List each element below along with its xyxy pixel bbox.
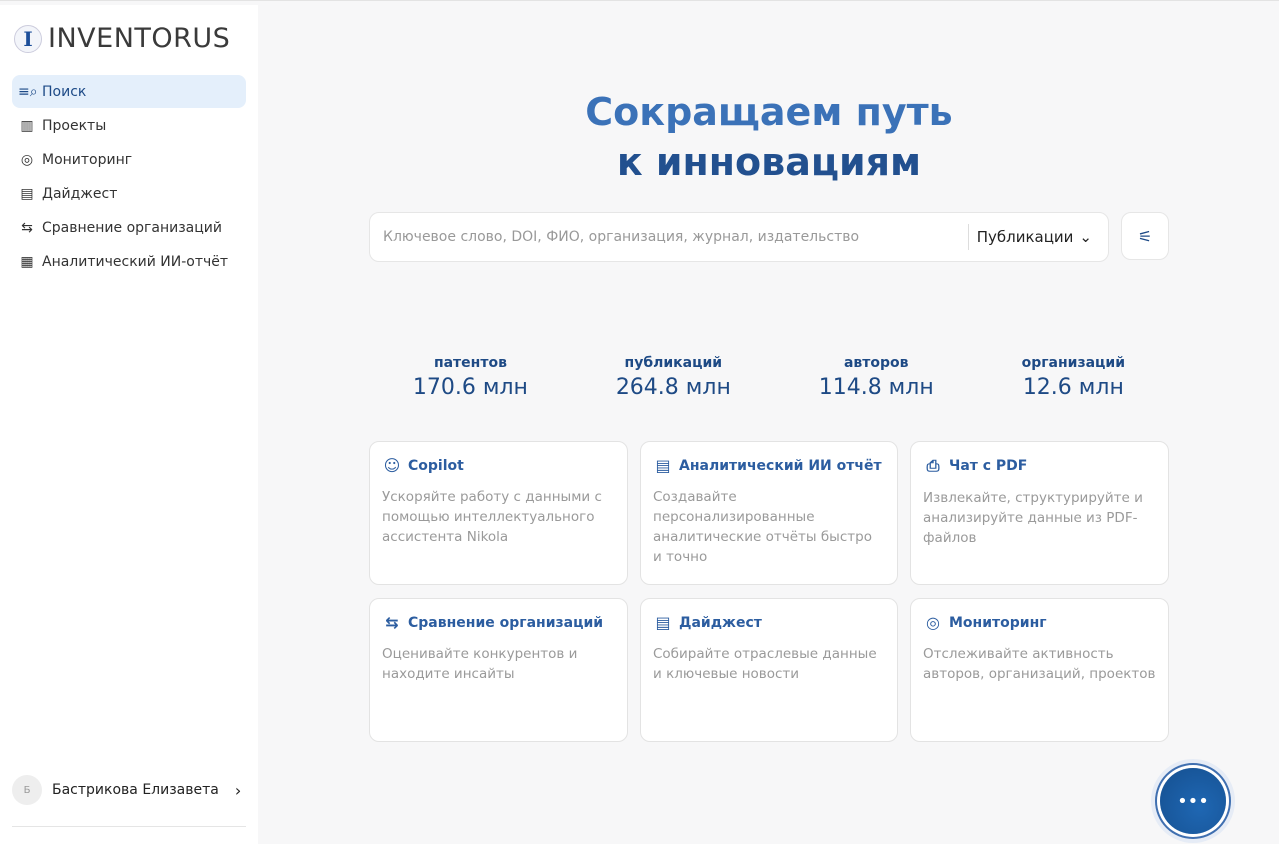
title-line-2: к инновациям <box>616 140 922 184</box>
stat-value: 12.6 млн <box>1022 375 1124 400</box>
card-description: Создавайте персонализированные аналитиче… <box>653 489 872 565</box>
card-title: Аналитический ИИ отчёт <box>679 457 882 474</box>
sidebar: I INVENTORUS ≡⌕ Поиск ▥ Проекты ◎ Мониторинг ▤… <box>0 5 258 844</box>
card-description: Оценивайте конкурентов и находите инсайт… <box>382 646 578 682</box>
logo[interactable]: I INVENTORUS <box>14 23 230 54</box>
sidebar-item-label: Сравнение организаций <box>42 219 222 236</box>
compare-arrows-icon: ⇆ <box>385 613 399 632</box>
stat-item: организаций 12.6 млн <box>1022 355 1125 400</box>
books-icon: ▥ <box>20 117 34 134</box>
feature-cards: ☺ Copilot Ускоряйте работу с данными с пом… <box>369 441 1169 742</box>
chevron-down-icon: ⌄ <box>1079 228 1092 246</box>
stat-label: организаций <box>1021 355 1126 371</box>
filter-settings-button[interactable]: ⚟ <box>1121 212 1169 260</box>
sidebar-item-label: Проекты <box>42 117 107 134</box>
monitoring-icon: ◎ <box>926 613 940 632</box>
stat-value: 170.6 млн <box>412 375 528 400</box>
sliders-icon: ⚟ <box>1137 226 1153 246</box>
card-title: Чат с PDF <box>949 458 1028 474</box>
ai-report-icon: ▤ <box>655 456 671 475</box>
card-title: Сравнение организаций <box>408 614 604 631</box>
search-type-value: Публикации <box>976 228 1074 246</box>
feature-card[interactable]: ◎ Мониторинг Отслеживайте активность автор… <box>910 598 1169 742</box>
feature-card[interactable]: ▤ Аналитический ИИ отчёт Создавайте персон… <box>640 441 898 585</box>
search-list-icon: ≡⌕ <box>18 83 38 100</box>
card-description: Собирайте отраслевые данные и ключевые н… <box>653 646 877 682</box>
digest-icon: ▤ <box>655 613 671 632</box>
pdf-chat-icon: ⎙ <box>926 456 940 475</box>
stat-item: авторов 114.8 млн <box>819 355 934 400</box>
search-bar: Публикации ⌄ <box>369 212 1109 262</box>
user-name: Бастрикова Елизавета <box>52 782 219 798</box>
sidebar-item-label: Аналитический ИИ-отчёт <box>42 253 229 270</box>
avatar: Б <box>12 775 42 805</box>
copilot-icon: ☺ <box>383 456 401 475</box>
monitoring-icon: ◎ <box>20 151 34 168</box>
sidebar-item-3[interactable]: ▤ Дайджест <box>12 177 246 210</box>
stat-value: 114.8 млн <box>818 375 934 400</box>
sidebar-item-4[interactable]: ⇆ Сравнение организаций <box>12 211 246 244</box>
sidebar-item-label: Поиск <box>42 83 87 100</box>
stats: патентов 170.6 млн публикаций 264.8 млн авто… <box>369 355 1169 400</box>
divider <box>12 826 246 827</box>
feature-card[interactable]: ⇆ Сравнение организаций Оценивайте конкуре… <box>369 598 628 742</box>
title-line-1: Сокращаем путь <box>585 90 953 134</box>
sidebar-item-1[interactable]: ▥ Проекты <box>12 109 246 142</box>
stat-item: публикаций 264.8 млн <box>616 355 731 400</box>
dots-icon: ••• <box>1177 790 1209 812</box>
card-description: Извлекайте, структурируйте и анализируйт… <box>923 490 1143 546</box>
assistant-chat-button[interactable]: ••• <box>1160 768 1226 834</box>
card-description: Ускоряйте работу с данными с помощью инт… <box>382 489 602 545</box>
sidebar-item-label: Мониторинг <box>42 151 133 168</box>
card-description: Отслеживайте активность авторов, организ… <box>923 646 1156 682</box>
feature-card[interactable]: ▤ Дайджест Собирайте отраслевые данные и к… <box>640 598 898 742</box>
digest-icon: ▤ <box>20 185 34 202</box>
compare-arrows-icon: ⇆ <box>21 219 33 236</box>
search-type-dropdown[interactable]: Публикации ⌄ <box>967 224 1108 250</box>
stat-item: патентов 170.6 млн <box>413 355 528 400</box>
sidebar-nav: ≡⌕ Поиск ▥ Проекты ◎ Мониторинг ▤ Дайджест ⇆ Срав… <box>12 75 246 279</box>
app-name: INVENTORUS <box>48 23 231 54</box>
logo-icon: I <box>14 24 42 53</box>
sidebar-item-label: Дайджест <box>42 185 118 202</box>
stat-value: 264.8 млн <box>615 375 731 400</box>
sidebar-item-5[interactable]: ▦ Аналитический ИИ-отчёт <box>12 245 246 278</box>
feature-card[interactable]: ⎙ Чат с PDF Извлекайте, структурируйте и а… <box>910 441 1169 585</box>
card-title: Дайджест <box>679 614 762 631</box>
chart-report-icon: ▦ <box>20 253 34 270</box>
card-title: Мониторинг <box>949 614 1047 631</box>
stat-label: авторов <box>843 355 909 371</box>
stat-label: патентов <box>433 355 507 371</box>
user-profile-button[interactable]: Б Бастрикова Елизавета › <box>12 775 241 805</box>
sidebar-item-2[interactable]: ◎ Мониторинг <box>12 143 246 176</box>
chevron-right-icon: › <box>234 780 242 800</box>
search-input[interactable] <box>370 229 968 245</box>
stat-label: публикаций <box>624 355 723 371</box>
feature-card[interactable]: ☺ Copilot Ускоряйте работу с данными с пом… <box>369 441 628 585</box>
sidebar-item-0[interactable]: ≡⌕ Поиск <box>12 75 246 108</box>
page-title: Сокращаем путь к инновациям <box>369 87 1169 187</box>
card-title: Copilot <box>408 457 464 474</box>
